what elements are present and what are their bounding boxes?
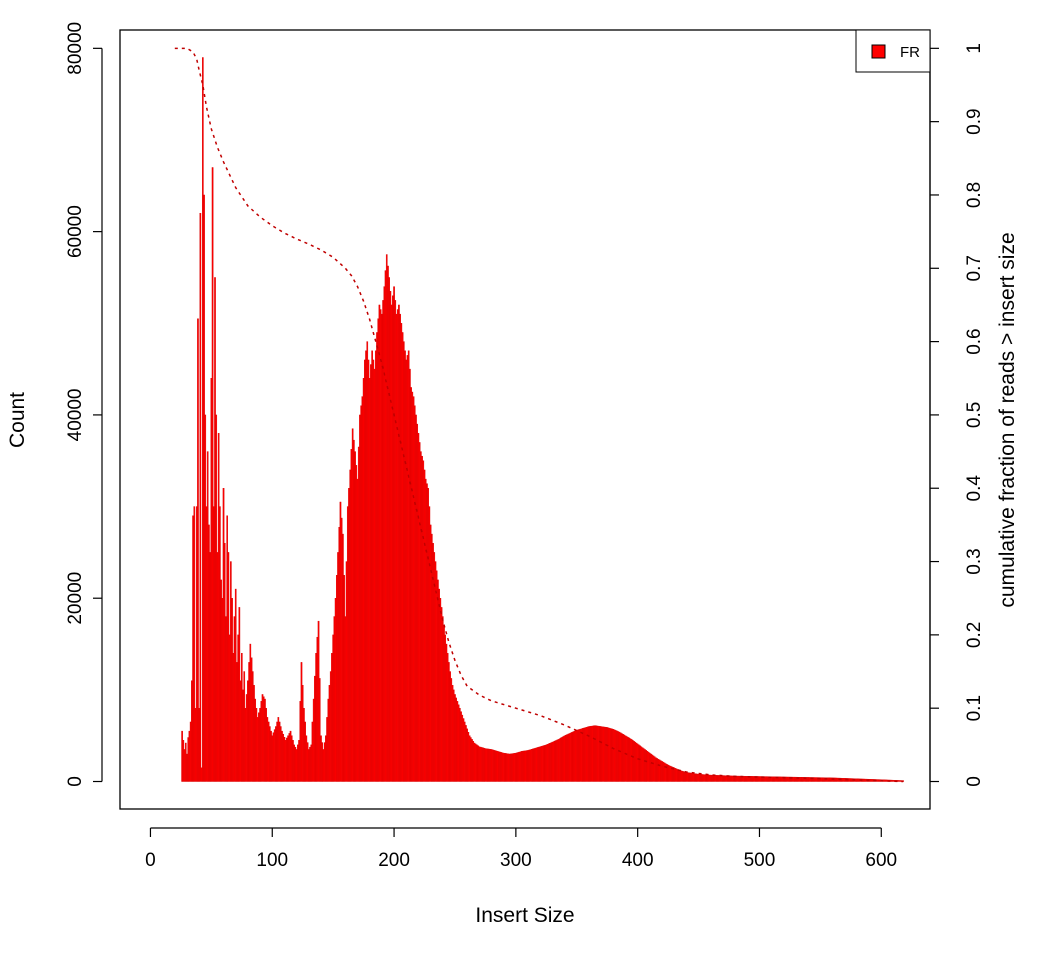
y2-axis: 0 0.1 0.2 0.3 0.4 0.5 0.6 0.7 0.8 0.9 1 <box>929 43 985 787</box>
legend: FR <box>855 29 931 73</box>
y2-tick-label: 0.9 <box>964 108 985 134</box>
y-axis: 0 20000 40000 60000 80000 <box>65 22 103 787</box>
x-axis: 0 100 200 300 400 500 600 <box>145 827 897 871</box>
y2-tick-label: 0.5 <box>964 402 985 428</box>
y2-axis-title: cumulative fraction of reads > insert si… <box>996 232 1019 607</box>
histogram-bars <box>181 57 905 782</box>
x-tick-label: 500 <box>744 850 776 871</box>
histogram-bar <box>197 318 199 782</box>
y2-tick-label: 0 <box>964 776 985 787</box>
x-tick-label: 400 <box>622 850 654 871</box>
y2-tick-label: 1 <box>964 43 985 54</box>
y-tick-label: 80000 <box>65 22 86 75</box>
histogram-bar <box>199 213 202 782</box>
x-tick-label: 600 <box>865 850 897 871</box>
histogram-bar <box>318 678 321 782</box>
x-axis-title: Insert Size <box>475 904 574 927</box>
y-tick-label: 20000 <box>65 572 86 625</box>
y-tick-label: 40000 <box>65 388 86 441</box>
y2-tick-label: 0.7 <box>964 255 985 281</box>
legend-box <box>855 29 931 73</box>
y2-tick-label: 0.8 <box>964 182 985 208</box>
x-tick-label: 300 <box>500 850 532 871</box>
y-tick-label: 0 <box>65 776 86 787</box>
x-tick-label: 0 <box>145 850 156 871</box>
y2-tick-label: 0.2 <box>964 622 985 648</box>
y2-tick-label: 0.4 <box>964 475 985 502</box>
histogram-bar <box>211 167 214 782</box>
cumulative-fraction-line <box>174 47 904 783</box>
y2-tick-label: 0.3 <box>964 548 985 574</box>
y2-tick-label: 0.1 <box>964 695 985 721</box>
y-axis-title: Count <box>6 392 29 448</box>
y-tick-label: 60000 <box>65 205 86 258</box>
legend-label-fr: FR <box>900 44 920 61</box>
legend-swatch-fr <box>871 44 886 59</box>
y2-tick-label: 0.6 <box>964 328 985 354</box>
x-tick-label: 200 <box>378 850 410 871</box>
histogram-bar <box>193 506 196 782</box>
x-tick-label: 100 <box>256 850 288 871</box>
